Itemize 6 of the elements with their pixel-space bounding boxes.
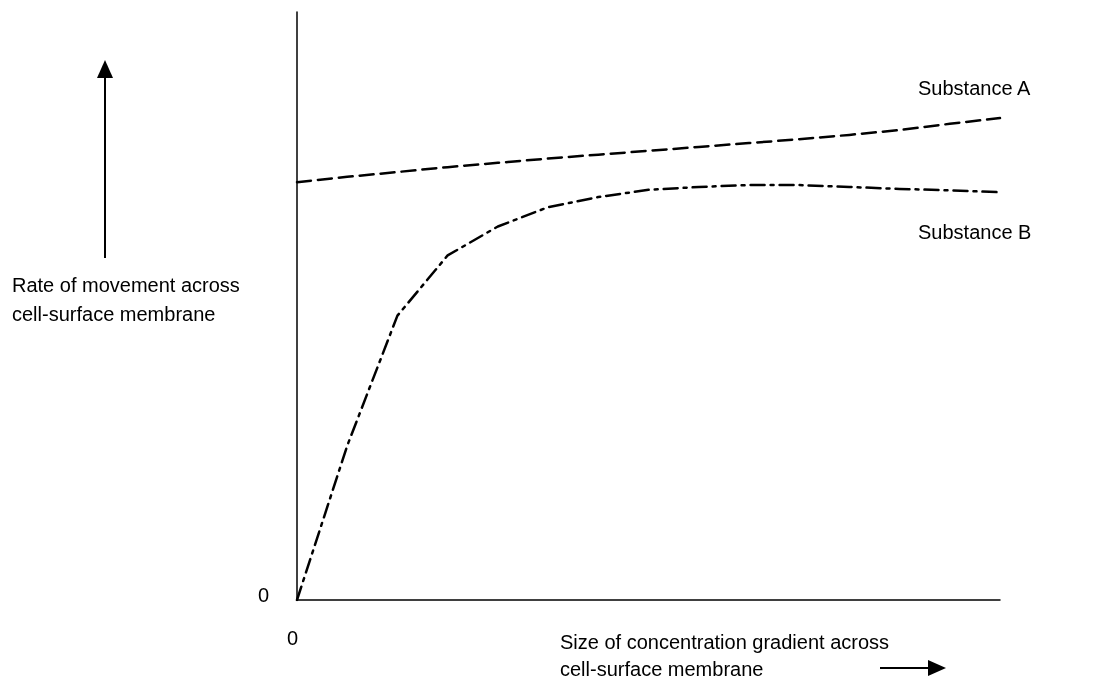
text: 0 (258, 584, 270, 606)
series-label: Substance B (918, 221, 1032, 244)
y-axis-title: Rate of movement across cell-surface membrane (12, 273, 240, 325)
x-axis-title: Size of concentration gradient across cell-surface membrane (560, 630, 890, 680)
series-label: Substance A (918, 77, 1031, 100)
text: 0 (287, 627, 299, 649)
